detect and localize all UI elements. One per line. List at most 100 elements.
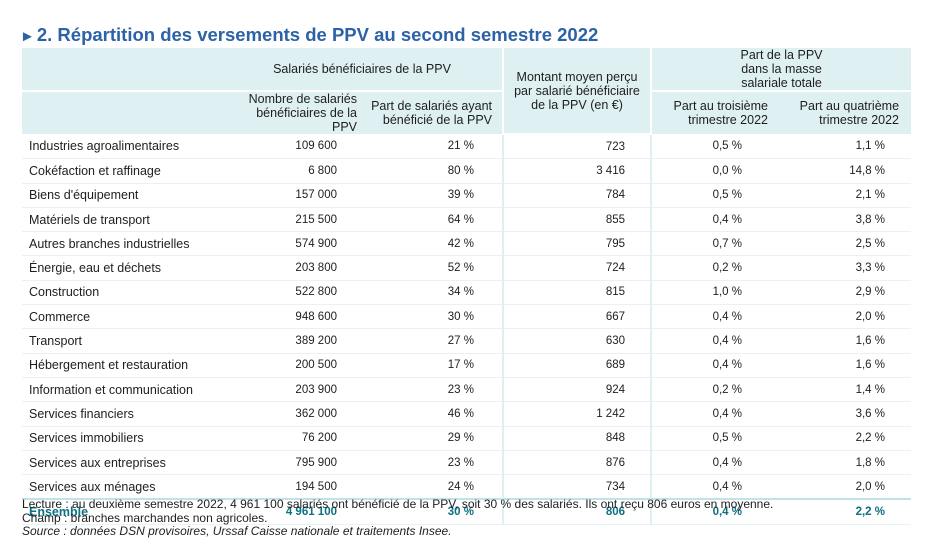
table-row: Matériels de transport 215 500 64 % 855 0,4 …: [22, 207, 912, 233]
table-row: Transport 389 200 27 % 630 0,4 % 1,6 %: [22, 328, 912, 354]
cell-nombre-salaries: 4 961 100: [222, 498, 365, 525]
ppv-table: Salariés bénéficiaires de la PPV Montant…: [22, 48, 912, 525]
cell-montant-moyen: 855: [502, 207, 651, 233]
cell-part-t4: 2,1 %: [780, 183, 912, 208]
cell-montant-moyen: 667: [502, 304, 651, 330]
cell-montant-moyen: 734: [502, 474, 651, 500]
cell-part-t4: 2,2 %: [780, 498, 912, 525]
cell-nombre-salaries: 795 900: [222, 450, 365, 476]
cell-part-salaries: 34 %: [365, 280, 503, 306]
cell-part-t3: 0,4 %: [650, 304, 780, 330]
cell-part-t4: 3,8 %: [780, 207, 912, 233]
cell-part-salaries: 21 %: [365, 134, 503, 160]
cell-nombre-salaries: 522 800: [222, 280, 365, 306]
cell-part-salaries: 52 %: [365, 255, 503, 281]
row-label: Autres branches industrielles: [22, 231, 222, 257]
row-label: Commerce: [22, 304, 222, 330]
table-row: Biens d'équipement 157 000 39 % 784 0,5 % 2,1…: [22, 183, 912, 208]
table-row: Industries agroalimentaires 109 600 21 % 72…: [22, 134, 912, 160]
header-montant-moyen: Montant moyen perçu par salarié bénéfici…: [502, 48, 651, 135]
row-label: Biens d'équipement: [22, 183, 222, 208]
table-title-text: 2. Répartition des versements de PPV au …: [36, 24, 599, 45]
cell-part-salaries: 27 %: [365, 328, 503, 354]
table-header: Salariés bénéficiaires de la PPV Montant…: [22, 48, 912, 135]
row-label: Matériels de transport: [22, 207, 222, 233]
cell-part-t3: 0,4 %: [650, 498, 780, 525]
table-row: Commerce 948 600 30 % 667 0,4 % 2,0 %: [22, 304, 912, 330]
cell-part-t3: 0,4 %: [650, 450, 780, 476]
cell-nombre-salaries: 203 900: [222, 377, 365, 403]
cell-nombre-salaries: 203 800: [222, 255, 365, 281]
cell-part-t4: 1,6 %: [780, 353, 912, 378]
triangle-marker-icon: ►: [20, 28, 35, 45]
row-label: Information et communication: [22, 377, 222, 403]
cell-nombre-salaries: 157 000: [222, 183, 365, 208]
cell-part-t4: 1,4 %: [780, 377, 912, 403]
row-label: Services immobiliers: [22, 426, 222, 451]
table-row: Cokéfaction et raffinage 6 800 80 % 3 416 0,…: [22, 158, 912, 184]
cell-nombre-salaries: 6 800: [222, 158, 365, 184]
cell-part-t3: 0,4 %: [650, 474, 780, 500]
cell-part-t3: 0,5 %: [650, 426, 780, 451]
table-row: Services immobiliers 76 200 29 % 848 0,5 % 2,…: [22, 426, 912, 451]
cell-part-t4: 2,5 %: [780, 231, 912, 257]
cell-part-salaries: 23 %: [365, 450, 503, 476]
row-label: Services aux entreprises: [22, 450, 222, 476]
note-source: Source : données DSN provisoires, Urssaf…: [22, 524, 452, 539]
cell-nombre-salaries: 215 500: [222, 207, 365, 233]
row-label: Cokéfaction et raffinage: [22, 158, 222, 184]
cell-montant-moyen: 724: [502, 255, 651, 281]
cell-part-t3: 0,7 %: [650, 231, 780, 257]
header-corner: [22, 48, 222, 92]
header-nombre-salaries: Nombre de salariés bénéficiaires de la P…: [222, 91, 365, 134]
table-notes: Lecture : au deuxième semestre 2022, 4 9…: [22, 497, 774, 539]
cell-montant-moyen: 806: [502, 498, 651, 525]
row-label: Ensemble: [22, 498, 222, 525]
cell-part-salaries: 30 %: [365, 498, 503, 525]
cell-nombre-salaries: 76 200: [222, 426, 365, 451]
row-label: Industries agroalimentaires: [22, 134, 222, 160]
cell-part-t3: 0,5 %: [650, 134, 780, 160]
cell-part-t3: 0,4 %: [650, 207, 780, 233]
row-label: Énergie, eau et déchets: [22, 255, 222, 281]
cell-part-salaries: 39 %: [365, 183, 503, 208]
cell-part-t3: 0,4 %: [650, 353, 780, 378]
cell-montant-moyen: 795: [502, 231, 651, 257]
table-row: Hébergement et restauration 200 500 17 % 68…: [22, 353, 912, 378]
cell-part-t3: 0,2 %: [650, 377, 780, 403]
header-part-salaries: Part de salariés ayant bénéficié de la P…: [365, 91, 503, 134]
header-group-salaries: Salariés bénéficiaires de la PPV: [222, 48, 503, 92]
cell-part-salaries: 17 %: [365, 353, 503, 378]
header-part-t3: Part au troisième trimestre 2022: [650, 91, 780, 134]
cell-part-t3: 0,2 %: [650, 255, 780, 281]
table-title: ► 2. Répartition des versements de PPV au…: [20, 24, 598, 46]
table-row: Services aux ménages 194 500 24 % 734 0,4 % 2…: [22, 474, 912, 500]
total-row: Ensemble 4 961 100 30 % 806 0,4 % 2,2 %: [22, 498, 912, 525]
cell-nombre-salaries: 948 600: [222, 304, 365, 330]
cell-montant-moyen: 815: [502, 280, 651, 306]
cell-montant-moyen: 723: [502, 134, 651, 160]
cell-montant-moyen: 848: [502, 426, 651, 451]
note-champ: Champ : branches marchandes non agricole…: [22, 510, 268, 525]
table-row: Autres branches industrielles 574 900 42 %…: [22, 231, 912, 257]
cell-part-t3: 0,4 %: [650, 401, 780, 427]
row-label: Services financiers: [22, 401, 222, 427]
cell-part-t3: 0,0 %: [650, 158, 780, 184]
cell-part-t4: 3,6 %: [780, 401, 912, 427]
table-row: Services aux entreprises 795 900 23 % 876 0,…: [22, 450, 912, 476]
cell-nombre-salaries: 194 500: [222, 474, 365, 500]
cell-montant-moyen: 689: [502, 353, 651, 378]
cell-part-t3: 0,5 %: [650, 183, 780, 208]
row-label: Transport: [22, 328, 222, 354]
cell-nombre-salaries: 574 900: [222, 231, 365, 257]
cell-part-salaries: 29 %: [365, 426, 503, 451]
header-group-part-ppv: Part de la PPV dans la masse salariale t…: [649, 48, 912, 92]
cell-part-t4: 1,6 %: [780, 328, 912, 354]
note-lecture: Lecture : au deuxième semestre 2022, 4 9…: [22, 497, 774, 511]
cell-part-t4: 2,9 %: [780, 280, 912, 306]
cell-part-salaries: 42 %: [365, 231, 503, 257]
table-row: Construction 522 800 34 % 815 1,0 % 2,9 %: [22, 280, 912, 306]
row-label: Services aux ménages: [22, 474, 222, 500]
table-row: Services financiers 362 000 46 % 1 242 0,4 %…: [22, 401, 912, 427]
cell-part-salaries: 80 %: [365, 158, 503, 184]
